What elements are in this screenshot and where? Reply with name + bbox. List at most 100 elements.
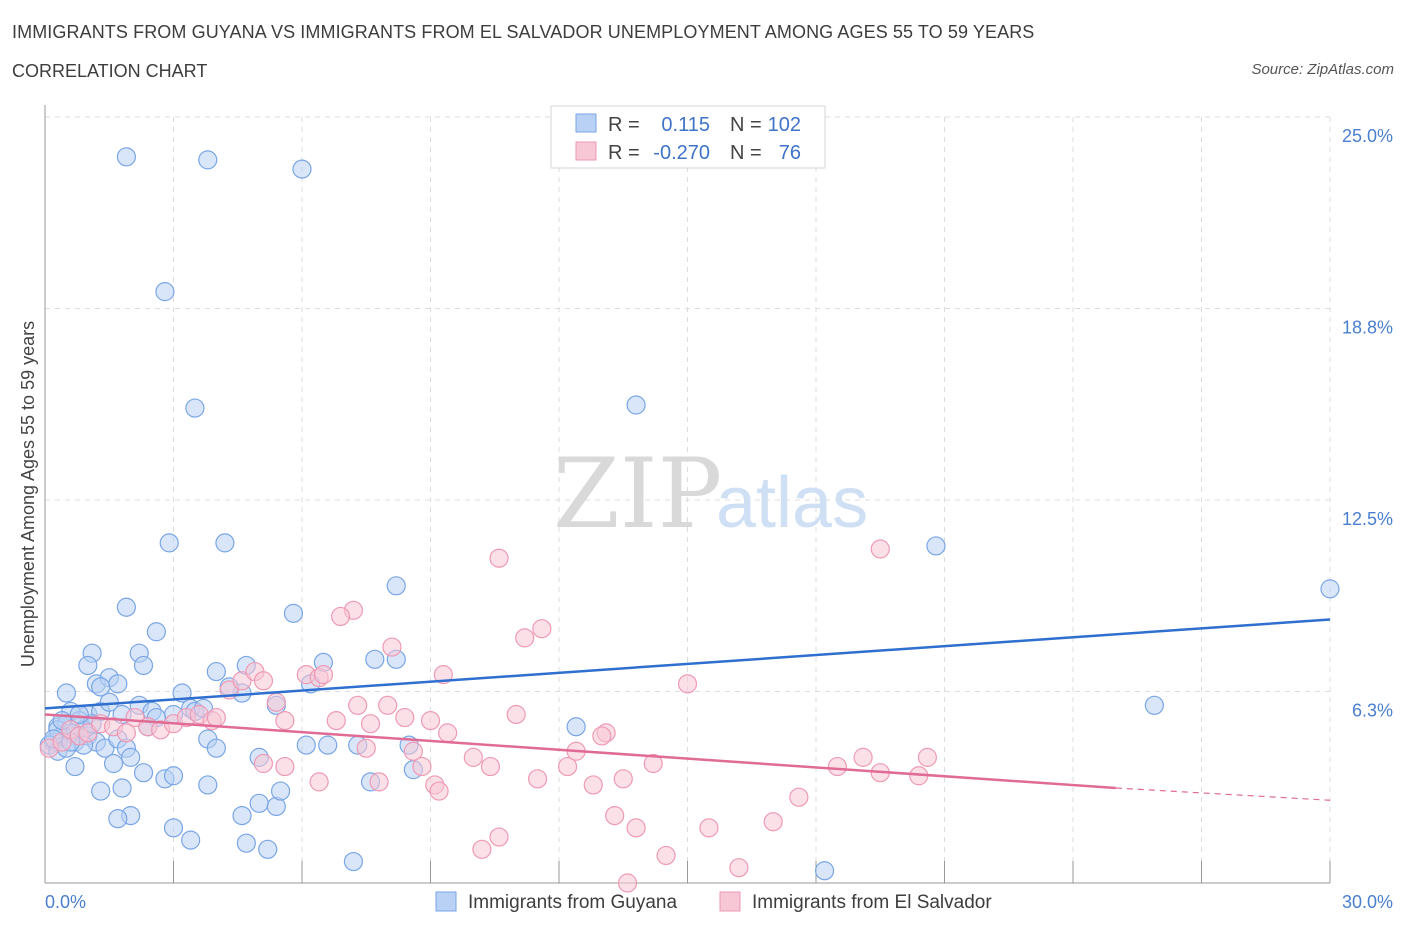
guyana-point	[108, 674, 128, 694]
elsalvador-point	[532, 619, 552, 639]
elsalvador-point	[557, 756, 578, 777]
guyana-point	[626, 395, 646, 415]
elsalvador-point	[917, 747, 937, 767]
y-tick-label: 12.5%	[1342, 509, 1393, 529]
guyana-point	[198, 775, 218, 795]
guyana-point	[116, 597, 136, 617]
guyana-point	[236, 833, 256, 853]
x-tick-labels: 0.0% 30.0%	[45, 892, 1393, 912]
bottom-legend-swatch-elsalvador[interactable]	[719, 891, 741, 912]
legend-box	[550, 105, 826, 169]
elsalvador-point	[870, 539, 890, 559]
guyana-point	[108, 809, 128, 829]
elsalvador-point	[763, 812, 783, 832]
guyana-point	[292, 159, 312, 179]
elsalvador-point	[275, 711, 295, 731]
x-tick-label: 0.0%	[45, 892, 86, 912]
legend-n-label-guyana: N =	[730, 114, 762, 136]
elsalvador-trend-extension	[1115, 787, 1331, 801]
guyana-point	[296, 735, 316, 755]
elsalvador-point	[206, 707, 226, 728]
series-legend: Immigrants from Guyana Immigrants from E…	[435, 891, 992, 913]
elsalvador-point	[827, 756, 848, 777]
legend-n-value-elsalvador: 76	[779, 142, 801, 164]
guyana-point	[78, 655, 98, 676]
elsalvador-point	[253, 671, 274, 691]
watermark-atlas: atlas	[716, 463, 868, 543]
elsalvador-point	[382, 637, 402, 657]
elsalvador-point	[433, 665, 453, 685]
legend-n-label-elsalvador: N =	[730, 142, 762, 164]
guyana-point	[365, 649, 385, 669]
elsalvador-point	[677, 674, 698, 694]
legend-r-value-guyana: 0.115	[661, 114, 710, 136]
guyana-point	[206, 661, 226, 682]
elsalvador-point	[369, 772, 389, 792]
elsalvador-points	[39, 539, 937, 893]
guyana-point	[91, 677, 111, 697]
guyana-point	[283, 603, 304, 623]
guyana-point	[232, 805, 252, 826]
elsalvador-point	[656, 845, 676, 866]
elsalvador-point	[253, 753, 274, 774]
guyana-point	[146, 622, 166, 642]
guyana-point	[270, 781, 291, 801]
legend-n-value-guyana: 102	[768, 114, 801, 136]
guyana-point	[249, 793, 269, 813]
elsalvador-point	[438, 723, 458, 743]
elsalvador-point	[313, 665, 334, 685]
elsalvador-point	[309, 772, 329, 792]
legend-r-value-elsalvador: -0.270	[653, 142, 710, 164]
elsalvador-point	[330, 606, 351, 627]
elsalvador-point	[472, 839, 492, 859]
bottom-legend-label-guyana[interactable]: Immigrants from Guyana	[468, 892, 677, 913]
guyana-point	[116, 147, 136, 167]
elsalvador-point	[266, 692, 286, 712]
guyana-point	[215, 533, 235, 553]
elsalvador-point	[378, 695, 398, 715]
guyana-point	[65, 756, 85, 777]
elsalvador-point	[605, 805, 625, 826]
bottom-legend-label-elsalvador[interactable]: Immigrants from El Salvador	[752, 892, 992, 913]
watermark-zip: ZIP	[553, 438, 722, 550]
elsalvador-point	[412, 756, 432, 777]
elsalvador-point	[729, 858, 749, 878]
guyana-point	[814, 861, 835, 881]
guyana-point	[566, 717, 586, 737]
elsalvador-point	[515, 628, 535, 648]
guyana-point	[181, 830, 201, 850]
bottom-legend-swatch-guyana[interactable]	[435, 891, 457, 912]
elsalvador-point	[420, 711, 441, 731]
elsalvador-point	[643, 753, 663, 774]
guyana-point	[155, 282, 175, 302]
x-tick-label: 30.0%	[1342, 892, 1393, 912]
elsalvador-point	[583, 775, 603, 795]
elsalvador-point	[613, 769, 633, 789]
guyana-point	[112, 778, 132, 798]
y-tick-label: 18.8%	[1342, 318, 1393, 338]
legend-swatch-guyana	[575, 113, 597, 133]
elsalvador-point	[506, 704, 526, 725]
elsalvador-trend-line	[44, 713, 1116, 790]
chart-subtitle: CORRELATION CHART	[12, 61, 208, 81]
chart-title: IMMIGRANTS FROM GUYANA VS IMMIGRANTS FRO…	[12, 22, 1035, 42]
elsalvador-point	[699, 818, 719, 838]
guyana-point	[258, 839, 278, 859]
elsalvador-point	[326, 711, 346, 731]
elsalvador-point	[348, 695, 368, 715]
y-tick-labels: 25.0% 18.8% 12.5% 6.3%	[1342, 126, 1393, 721]
elsalvador-point	[617, 873, 638, 893]
y-tick-label: 25.0%	[1342, 126, 1393, 146]
elsalvador-point	[853, 747, 873, 767]
guyana-point	[343, 851, 363, 872]
correlation-legend: R = 0.115 N = 102 R = -0.270 N = 76	[550, 105, 826, 169]
elsalvador-point	[789, 787, 809, 807]
guyana-point	[163, 818, 184, 838]
y-axis-title: Unemployment Among Ages 55 to 59 years	[18, 321, 38, 667]
guyana-point	[1320, 579, 1340, 599]
guyana-trend-line	[44, 618, 1331, 710]
legend-r-label-guyana: R =	[608, 114, 640, 136]
guyana-point	[1144, 695, 1164, 715]
elsalvador-point	[403, 741, 423, 761]
guyana-point	[926, 536, 946, 556]
